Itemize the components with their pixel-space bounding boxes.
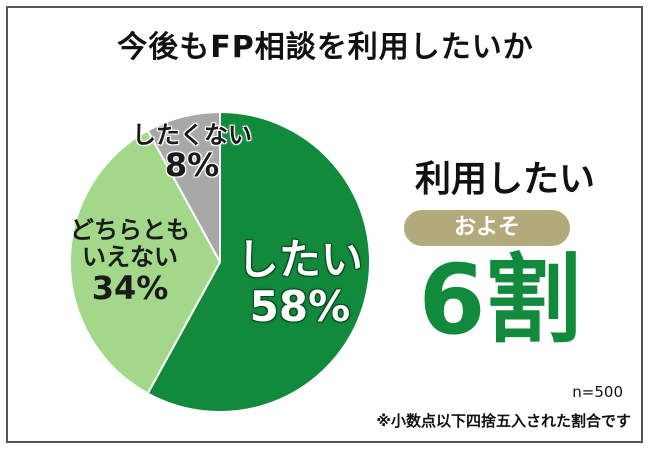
pie-slice-neutral <box>68 129 222 395</box>
sample-size-note: n=500 <box>572 383 623 401</box>
ratio-text: 6割 <box>418 244 582 356</box>
pie-slice-want <box>146 110 371 413</box>
slice-label-want-name: したい <box>236 234 363 284</box>
highlight-title: 利用したい <box>414 159 595 200</box>
slice-label-not-want: したくない 8% <box>132 120 253 185</box>
rounding-note: ※小数点以下四捨五入された割合です <box>376 412 631 430</box>
slice-label-not-want-value: 8% <box>164 146 220 185</box>
slice-label-want: したい 58% <box>236 234 363 331</box>
slice-label-want-value: 58% <box>249 281 351 331</box>
slice-label-not-want-name: したくない <box>132 120 253 149</box>
pie-slice-not-want <box>146 110 221 263</box>
chart-title: 今後もFP相談を利用したいか <box>117 30 534 65</box>
slice-label-neutral: どちらとも いえない 34% <box>70 217 190 307</box>
slice-label-neutral-value: 34% <box>91 268 169 307</box>
slice-label-neutral-name: どちらとも いえない <box>70 216 190 271</box>
approx-badge: およそ <box>404 210 570 246</box>
